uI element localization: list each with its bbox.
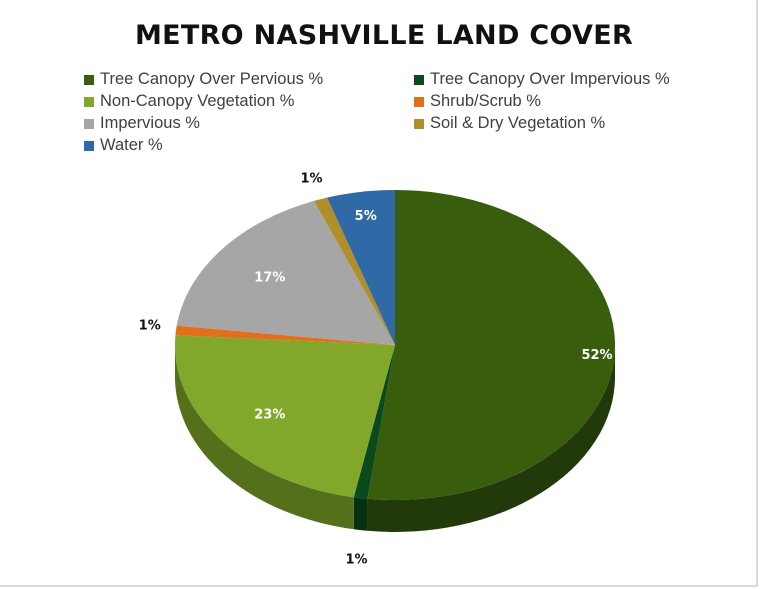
pie-slice-water	[327, 190, 395, 345]
data-label-soil-dry-vegetation: 1%	[300, 172, 322, 187]
legend-item-impervious: Impervious %	[84, 114, 200, 133]
legend-label: Shrub/Scrub %	[430, 92, 541, 110]
pie-side-tree-canopy-over-pervious	[367, 345, 615, 532]
legend-swatch	[84, 74, 94, 85]
chart-title: METRO NASHVILLE LAND COVER	[134, 20, 634, 51]
data-label-shrub-scrub: 1%	[139, 319, 161, 334]
pie-side-tree-canopy-over-impervious	[353, 497, 368, 531]
data-label-tree-canopy-over-impervious: 1%	[345, 553, 367, 568]
pie-slice-tree-canopy-over-pervious	[367, 190, 616, 500]
pie-slice-tree-canopy-over-impervious	[353, 345, 395, 499]
data-label-water: 5%	[355, 209, 377, 224]
legend-item-water: Water %	[84, 136, 163, 155]
pie-slice-impervious	[176, 200, 395, 345]
data-label-non-canopy-vegetation: 23%	[254, 407, 285, 422]
legend-label: Soil & Dry Vegetation %	[430, 114, 606, 132]
legend-item-soil-dry-vegetation: Soil & Dry Vegetation %	[414, 114, 605, 133]
legend-label: Tree Canopy Over Pervious %	[100, 70, 324, 88]
legend-item-tree-canopy-impervious: Tree Canopy Over Impervious %	[414, 70, 670, 89]
legend-label: Tree Canopy Over Impervious %	[430, 70, 670, 88]
pie-slice-soil-dry-vegetation	[314, 197, 395, 345]
data-label-tree-canopy-over-pervious: 52%	[581, 348, 612, 363]
pie-slice-shrub-scrub	[175, 325, 395, 345]
legend-label: Non-Canopy Vegetation %	[100, 92, 295, 110]
legend-swatch	[414, 96, 424, 107]
legend-label: Water %	[100, 136, 163, 154]
legend-item-shrub-scrub: Shrub/Scrub %	[414, 92, 541, 111]
pie-side-non-canopy-vegetation	[175, 345, 354, 530]
legend-swatch	[414, 74, 424, 85]
legend-swatch	[84, 140, 94, 151]
legend-swatch	[84, 118, 94, 129]
pie-slice-non-canopy-vegetation	[174, 335, 395, 498]
legend-label: Impervious %	[100, 114, 200, 132]
legend-item-non-canopy-vegetation: Non-Canopy Vegetation %	[84, 92, 294, 111]
data-label-impervious: 17%	[254, 271, 285, 286]
legend-item-tree-canopy-pervious: Tree Canopy Over Pervious %	[84, 70, 323, 89]
legend-swatch	[84, 96, 94, 107]
legend-swatch	[414, 118, 424, 129]
